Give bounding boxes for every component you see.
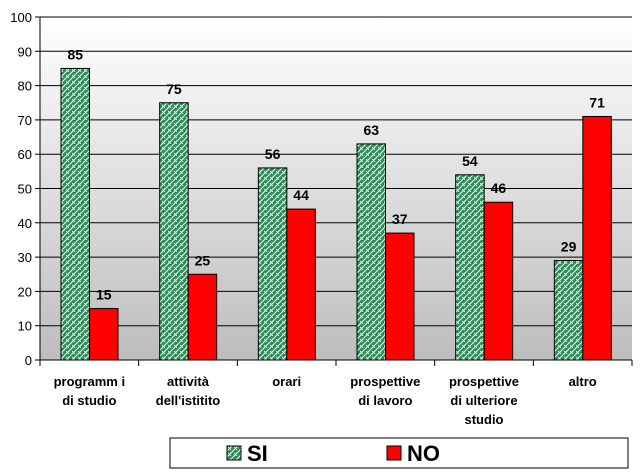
y-tick-label: 30 xyxy=(18,250,32,265)
bar-si xyxy=(356,143,386,361)
bar-no xyxy=(483,201,514,361)
data-label: 44 xyxy=(293,187,309,203)
data-label: 85 xyxy=(67,46,83,62)
bar-no xyxy=(582,115,612,361)
bar-si xyxy=(553,260,584,361)
x-tick-label: di lavoro xyxy=(358,393,412,408)
x-tick-label: dell'istitito xyxy=(156,393,221,408)
y-tick-label: 0 xyxy=(25,353,32,368)
bar-si xyxy=(60,67,90,361)
y-tick-label: 80 xyxy=(18,79,32,94)
y-tick-label: 100 xyxy=(10,10,32,25)
y-tick-label: 10 xyxy=(18,319,32,334)
legend-label: NO xyxy=(407,441,440,466)
x-tick-label: di studio xyxy=(62,393,116,408)
x-tick-label: studio xyxy=(465,412,504,427)
x-tick-label: prospettive xyxy=(350,374,420,389)
data-label: 63 xyxy=(363,122,379,138)
data-label: 46 xyxy=(491,180,507,196)
x-tick-label: altro xyxy=(569,374,597,389)
legend-swatch-si xyxy=(226,445,242,461)
y-tick-label: 40 xyxy=(18,216,32,231)
data-label: 71 xyxy=(589,94,605,110)
y-tick-label: 20 xyxy=(18,284,32,299)
x-tick-label: di ulteriore xyxy=(450,393,517,408)
data-label: 54 xyxy=(462,153,478,169)
x-tick-label: programm i xyxy=(54,374,126,389)
data-label: 37 xyxy=(392,211,408,227)
legend-label: SI xyxy=(247,441,268,466)
data-label: 25 xyxy=(195,252,211,268)
bar-no xyxy=(286,208,316,361)
data-label: 56 xyxy=(265,146,281,162)
data-label: 15 xyxy=(96,287,112,303)
bar-si xyxy=(257,167,288,361)
y-tick-label: 70 xyxy=(18,113,32,128)
data-label: 29 xyxy=(561,239,577,255)
y-tick-label: 50 xyxy=(18,182,32,197)
data-label: 75 xyxy=(166,81,182,97)
bar-si xyxy=(455,174,485,361)
x-tick-label: orari xyxy=(272,374,301,389)
x-tick-label: attività xyxy=(167,374,210,389)
y-tick-label: 60 xyxy=(18,147,32,162)
bar-no xyxy=(89,308,119,361)
y-tick-label: 90 xyxy=(18,44,32,59)
bar-si xyxy=(159,102,189,361)
bar-no xyxy=(385,232,415,361)
x-tick-label: prospettive xyxy=(449,374,519,389)
legend-swatch-no xyxy=(386,445,402,461)
bar-no xyxy=(187,273,218,361)
